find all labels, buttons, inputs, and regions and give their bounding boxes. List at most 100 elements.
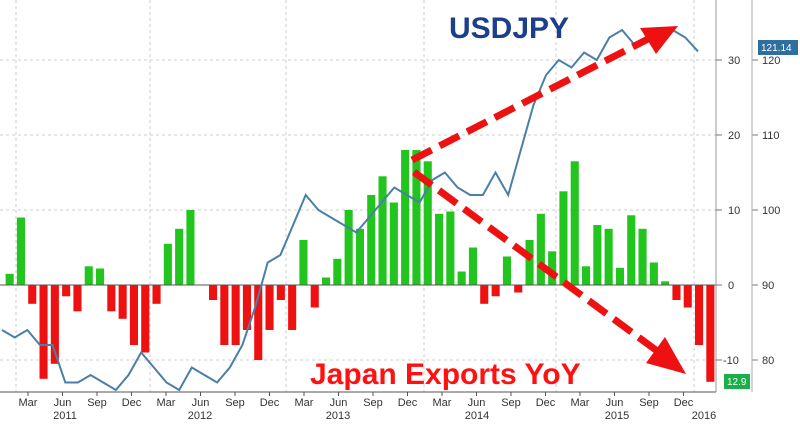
x-month-label: Dec: [398, 397, 418, 409]
exports-bar: [446, 211, 455, 285]
exports-bar: [242, 285, 251, 330]
exports-bar: [62, 285, 71, 297]
x-month-label: Mar: [433, 397, 452, 409]
exports-bar: [389, 202, 398, 285]
exports-title: Japan Exports YoY: [310, 358, 581, 391]
exports-bar: [468, 247, 477, 285]
exports-bar: [209, 285, 218, 300]
x-year-label: 2014: [465, 410, 489, 422]
exports-bar: [457, 271, 466, 285]
x-year-label: 2013: [326, 410, 350, 422]
exports-bar: [310, 285, 319, 308]
arrow-down: [411, 169, 686, 374]
exports-bar: [423, 161, 432, 286]
x-month-label: Mar: [19, 397, 38, 409]
x-month-label: Mar: [571, 397, 590, 409]
exports-bar: [322, 277, 331, 285]
x-month-label: Dec: [122, 397, 142, 409]
exports-bar: [683, 285, 692, 308]
left-tick-label: 10: [728, 205, 740, 217]
left-tick-label: 0: [728, 280, 734, 292]
right-tick-label: 110: [762, 130, 780, 142]
exports-bar: [5, 273, 14, 286]
exports-bar: [220, 285, 229, 345]
exports-bar: [649, 262, 658, 285]
right-tick-label: 80: [762, 355, 774, 367]
exports-bar: [231, 285, 240, 345]
exports-bar: [344, 210, 353, 285]
exports-bar: [39, 285, 48, 379]
exports-bar: [265, 285, 274, 330]
x-axis: Mar Jun Sep Dec Mar Jun Sep Dec Mar Jun Sep Dec Mar J…: [0, 391, 716, 422]
x-month-label: Jun: [330, 397, 348, 409]
arrow-up-head: [640, 26, 678, 54]
exports-bar: [175, 228, 184, 286]
exports-bar: [412, 150, 421, 285]
x-month-label: Sep: [87, 397, 107, 409]
exports-bar: [118, 285, 127, 319]
exports-bar: [435, 213, 444, 286]
x-year-label: 2016: [692, 410, 716, 422]
exports-bar: [107, 285, 116, 312]
exports-bar: [661, 281, 670, 286]
x-month-label: Dec: [674, 397, 694, 409]
x-month-label: Sep: [501, 397, 521, 409]
x-month-label: Jun: [192, 397, 210, 409]
exports-bar: [604, 228, 613, 286]
usdjpy-line: [1, 28, 699, 392]
exports-bar: [480, 285, 489, 304]
exports-bar: [582, 266, 591, 286]
exports-bar: [559, 191, 568, 286]
usdjpy-title: USDJPY: [449, 12, 569, 45]
exports-bar: [152, 285, 161, 304]
exports-bar: [502, 256, 511, 285]
arrow-up: [410, 26, 678, 164]
exports-bar: [638, 228, 647, 286]
exports-bar: [50, 285, 59, 364]
x-month-label: Dec: [536, 397, 556, 409]
exports-bar: [367, 195, 376, 285]
exports-bar: [706, 285, 715, 382]
exports-bar: [276, 285, 285, 300]
x-month-label: Sep: [225, 397, 245, 409]
exports-last-badge: 12.9: [724, 374, 750, 389]
x-month-label: Dec: [260, 397, 280, 409]
exports-bar: [378, 176, 387, 286]
left-tick-label: 20: [728, 130, 740, 142]
right-tick-label: 120: [762, 55, 780, 67]
svg-text:12.9: 12.9: [727, 377, 747, 388]
exports-bar: [401, 150, 410, 285]
exports-bar: [163, 243, 172, 286]
exports-bar: [299, 240, 308, 285]
x-month-label: Jun: [606, 397, 624, 409]
exports-bar: [615, 267, 624, 286]
exports-bar: [548, 251, 557, 286]
exports-bar: [73, 285, 82, 312]
x-month-label: Mar: [295, 397, 314, 409]
exports-bar: [536, 213, 545, 286]
exports-bar: [491, 285, 500, 297]
exports-bar: [288, 285, 297, 330]
exports-bar: [141, 285, 150, 353]
exports-bar: [96, 268, 105, 285]
exports-bar: [514, 285, 523, 293]
exports-bar: [28, 285, 37, 304]
x-year-label: 2012: [188, 410, 212, 422]
exports-bar: [355, 228, 364, 286]
exports-bars: [5, 150, 715, 382]
left-tick-label: -10: [723, 355, 739, 367]
exports-bar: [129, 285, 138, 345]
exports-bar: [84, 266, 93, 286]
left-tick-label: 30: [728, 55, 740, 67]
arrow-down-head: [646, 337, 686, 374]
x-year-label: 2011: [53, 410, 77, 422]
x-year-label: 2015: [605, 410, 629, 422]
exports-bar: [570, 161, 579, 286]
left-axis-ticks: 30 20 10 0 -10: [716, 55, 740, 367]
exports-bar: [254, 285, 263, 360]
right-tick-label: 100: [762, 205, 780, 217]
x-month-label: Jun: [468, 397, 486, 409]
svg-text:121.14: 121.14: [761, 43, 792, 54]
x-month-label: Sep: [363, 397, 383, 409]
